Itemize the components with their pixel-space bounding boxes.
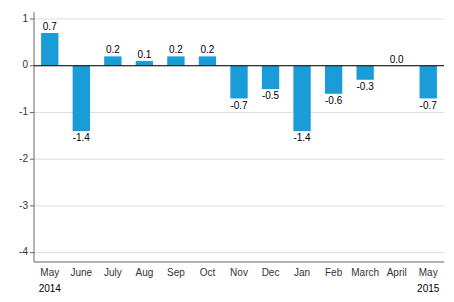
data-label: 0.2 bbox=[169, 44, 183, 55]
bar bbox=[199, 56, 216, 65]
x-tick-label: Sep bbox=[167, 267, 185, 278]
bar bbox=[262, 66, 279, 89]
x-tick-label: Feb bbox=[325, 267, 343, 278]
data-label: 0.0 bbox=[390, 54, 404, 65]
x-tick-label: Oct bbox=[200, 267, 216, 278]
bar bbox=[104, 56, 121, 65]
grid-line bbox=[34, 112, 444, 113]
bar bbox=[293, 66, 310, 131]
y-axis bbox=[34, 12, 35, 262]
grid-line bbox=[34, 252, 444, 253]
bar bbox=[41, 33, 58, 66]
data-label: 0.1 bbox=[137, 49, 151, 60]
annotation: 2014 bbox=[39, 283, 62, 294]
grid-line bbox=[34, 19, 444, 20]
y-tick-label: -2 bbox=[19, 153, 28, 164]
x-tick-label: June bbox=[70, 267, 92, 278]
x-tick-label: July bbox=[104, 267, 122, 278]
data-label: 0.7 bbox=[43, 21, 57, 32]
data-label: 0.2 bbox=[106, 44, 120, 55]
y-tick-label: -3 bbox=[19, 200, 28, 211]
bar bbox=[167, 56, 184, 65]
y-tick bbox=[30, 159, 34, 160]
x-tick-label: Dec bbox=[262, 267, 280, 278]
x-tick-label: March bbox=[351, 267, 379, 278]
grid-line bbox=[34, 205, 444, 206]
bar bbox=[136, 61, 153, 66]
data-label: -0.7 bbox=[420, 100, 438, 111]
x-tick-label: April bbox=[387, 267, 407, 278]
bar bbox=[73, 66, 90, 131]
data-label: -0.5 bbox=[262, 90, 280, 101]
data-label: -0.6 bbox=[325, 95, 343, 106]
bar bbox=[230, 66, 247, 99]
y-tick-label: -4 bbox=[19, 246, 28, 257]
bars bbox=[41, 33, 437, 131]
data-label: -0.3 bbox=[357, 81, 375, 92]
x-tick-label: Aug bbox=[135, 267, 153, 278]
y-tick-label: 0 bbox=[22, 59, 28, 70]
data-label: -1.4 bbox=[293, 132, 311, 143]
y-tick bbox=[30, 65, 34, 66]
x-tick-label: May bbox=[419, 267, 438, 278]
bar bbox=[325, 66, 342, 94]
x-axis bbox=[34, 262, 444, 263]
data-label: 0.2 bbox=[201, 44, 215, 55]
grid-line bbox=[34, 159, 444, 160]
grid-line bbox=[34, 65, 444, 66]
y-tick-label: -1 bbox=[19, 106, 28, 117]
bar bbox=[356, 66, 373, 80]
data-label: -0.7 bbox=[230, 100, 248, 111]
y-tick-label: 1 bbox=[22, 13, 28, 24]
x-tick-label: Nov bbox=[230, 267, 248, 278]
data-label: -1.4 bbox=[73, 132, 91, 143]
y-tick bbox=[30, 205, 34, 206]
zero-line bbox=[34, 65, 444, 66]
annotation: 2015 bbox=[417, 283, 440, 294]
bar bbox=[420, 66, 437, 99]
y-tick bbox=[30, 19, 34, 20]
grid bbox=[34, 19, 444, 253]
y-tick bbox=[30, 252, 34, 253]
x-tick-label: Jan bbox=[294, 267, 310, 278]
chart: -4 -3 -2 -1 0 1 0.7 -1.4 0.2 0.1 0.2 0.2 -0.7 -0.5 -1.… bbox=[0, 0, 454, 302]
x-tick-label: May bbox=[40, 267, 59, 278]
y-tick bbox=[30, 112, 34, 113]
